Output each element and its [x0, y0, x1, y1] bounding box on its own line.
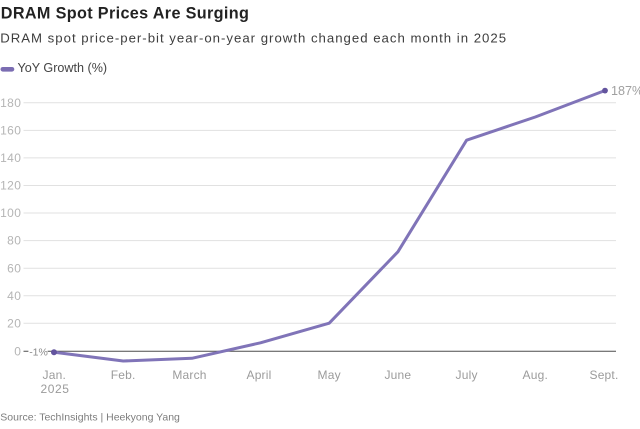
svg-text:March: March — [172, 368, 206, 382]
svg-text:187%: 187% — [611, 84, 640, 98]
svg-text:40: 40 — [7, 289, 21, 303]
svg-text:Feb.: Feb. — [111, 368, 136, 382]
svg-text:July: July — [456, 368, 478, 382]
svg-text:180: 180 — [0, 96, 21, 110]
svg-text:YoY Growth (%): YoY Growth (%) — [18, 61, 108, 75]
svg-text:Sept.: Sept. — [589, 368, 618, 382]
svg-text:Aug.: Aug. — [523, 368, 549, 382]
svg-text:0: 0 — [14, 345, 21, 359]
svg-text:DRAM Spot Prices Are Surging: DRAM Spot Prices Are Surging — [1, 4, 249, 22]
svg-text:Jan.: Jan. — [43, 368, 66, 382]
svg-text:May: May — [318, 368, 341, 382]
svg-text:120: 120 — [0, 179, 21, 193]
svg-text:June: June — [384, 368, 411, 382]
svg-text:140: 140 — [0, 151, 21, 165]
svg-text:Source: TechInsights | Heekyon: Source: TechInsights | Heekyong Yang — [0, 411, 180, 423]
svg-text:April: April — [246, 368, 271, 382]
svg-text:DRAM spot price-per-bit year-o: DRAM spot price-per-bit year-on-year gro… — [0, 30, 507, 45]
svg-text:100: 100 — [0, 206, 21, 220]
svg-text:80: 80 — [7, 234, 21, 248]
svg-text:-1%: -1% — [29, 346, 48, 358]
svg-text:2025: 2025 — [40, 382, 69, 396]
svg-text:160: 160 — [0, 124, 21, 138]
svg-text:60: 60 — [7, 261, 21, 275]
svg-text:20: 20 — [7, 316, 21, 330]
